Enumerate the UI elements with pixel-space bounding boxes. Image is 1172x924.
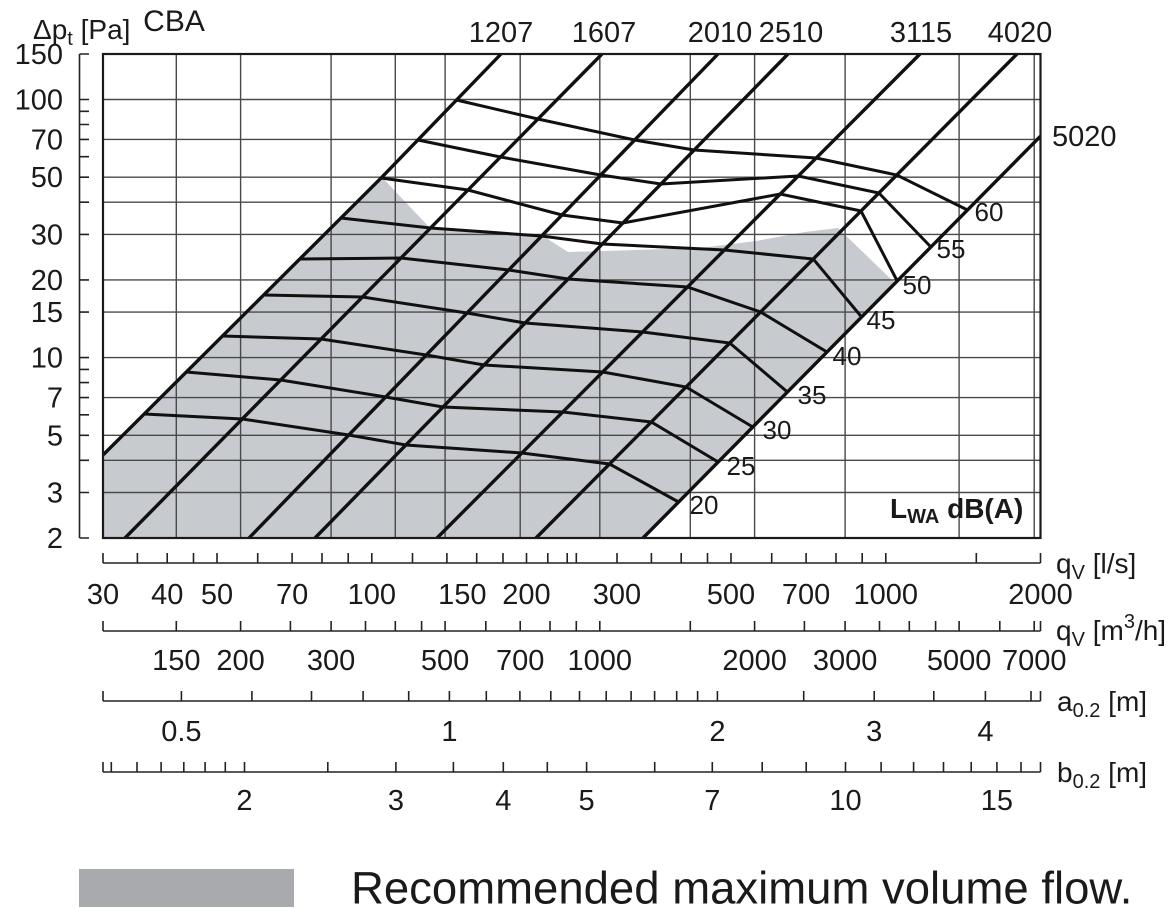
svg-text:3: 3	[47, 478, 63, 510]
svg-text:1207: 1207	[469, 17, 534, 49]
svg-text:150: 150	[15, 39, 63, 71]
svg-text:30: 30	[763, 415, 792, 445]
svg-text:3115: 3115	[890, 17, 952, 49]
svg-text:70: 70	[31, 124, 63, 156]
svg-text:2: 2	[709, 716, 725, 748]
svg-text:2: 2	[47, 523, 63, 555]
svg-text:1000: 1000	[854, 579, 919, 611]
svg-text:a0.2 [m]: a0.2 [m]	[1057, 686, 1147, 722]
svg-text:150: 150	[152, 645, 200, 677]
svg-text:150: 150	[438, 579, 486, 611]
svg-text:45: 45	[867, 305, 896, 335]
svg-text:2510: 2510	[759, 17, 824, 49]
svg-text:CBA: CBA	[143, 5, 205, 38]
svg-text:70: 70	[276, 579, 308, 611]
svg-text:2000: 2000	[722, 645, 787, 677]
svg-text:2: 2	[236, 785, 252, 817]
svg-text:700: 700	[496, 645, 544, 677]
svg-text:60: 60	[975, 197, 1004, 227]
svg-text:3: 3	[388, 785, 404, 817]
svg-text:300: 300	[307, 645, 355, 677]
svg-text:50: 50	[903, 270, 932, 300]
svg-text:7: 7	[47, 383, 63, 415]
svg-text:4: 4	[977, 716, 993, 748]
svg-text:100: 100	[348, 579, 396, 611]
svg-text:1000: 1000	[568, 645, 633, 677]
svg-text:7: 7	[704, 785, 720, 817]
svg-text:1: 1	[441, 716, 457, 748]
svg-text:25: 25	[727, 451, 756, 481]
svg-text:LWA dB(A): LWA dB(A)	[890, 493, 1023, 528]
svg-text:5: 5	[47, 420, 63, 452]
svg-text:500: 500	[707, 579, 755, 611]
svg-text:Recommended maximum volume flo: Recommended maximum volume flow.	[351, 863, 1132, 914]
svg-text:Δpt [Pa]: Δpt [Pa]	[33, 14, 130, 50]
svg-text:50: 50	[201, 579, 233, 611]
svg-text:5020: 5020	[1052, 121, 1117, 153]
svg-text:20: 20	[690, 490, 719, 520]
svg-text:3: 3	[866, 716, 882, 748]
svg-text:30: 30	[87, 579, 119, 611]
svg-text:1607: 1607	[572, 17, 637, 49]
svg-text:30: 30	[31, 219, 63, 251]
svg-text:10: 10	[31, 343, 63, 375]
svg-text:15: 15	[981, 785, 1013, 817]
svg-text:35: 35	[798, 380, 827, 410]
svg-text:20: 20	[31, 265, 63, 297]
svg-text:qV [l/s]: qV [l/s]	[1056, 548, 1136, 584]
svg-text:300: 300	[593, 579, 641, 611]
svg-text:200: 200	[502, 579, 550, 611]
svg-text:200: 200	[216, 645, 264, 677]
svg-text:10: 10	[829, 785, 861, 817]
svg-text:50: 50	[31, 162, 63, 194]
svg-text:2010: 2010	[688, 17, 753, 49]
svg-text:5: 5	[579, 785, 595, 817]
svg-text:3000: 3000	[813, 645, 878, 677]
svg-text:4020: 4020	[988, 17, 1053, 49]
svg-text:55: 55	[937, 234, 966, 264]
svg-text:500: 500	[421, 645, 469, 677]
svg-text:15: 15	[31, 297, 63, 329]
svg-text:40: 40	[833, 341, 862, 371]
svg-text:b0.2 [m]: b0.2 [m]	[1057, 757, 1147, 793]
svg-text:40: 40	[151, 579, 183, 611]
svg-text:qV [m3/h]: qV [m3/h]	[1056, 611, 1166, 651]
svg-text:4: 4	[495, 785, 511, 817]
svg-text:700: 700	[782, 579, 830, 611]
svg-text:100: 100	[15, 85, 63, 117]
svg-text:5000: 5000	[927, 645, 992, 677]
svg-text:0.5: 0.5	[161, 716, 201, 748]
svg-text:7000: 7000	[1002, 645, 1067, 677]
svg-text:2000: 2000	[1008, 579, 1073, 611]
